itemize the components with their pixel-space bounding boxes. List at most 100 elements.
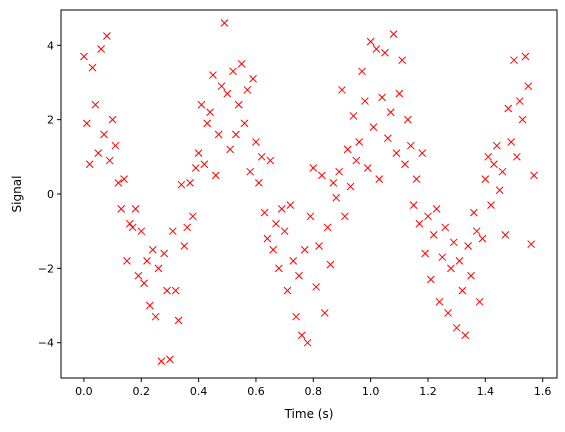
data-point [91,100,100,109]
data-point [392,149,401,157]
data-point [315,242,323,250]
data-point [229,67,237,76]
data-point [455,257,464,265]
data-point [272,219,280,228]
x-tick-label: 1.0 [362,385,380,398]
data-point [252,138,260,146]
data-point [168,227,177,236]
data-point [148,245,157,254]
data-point [478,234,487,243]
data-point [343,145,352,154]
data-point [246,167,255,176]
data-point [340,212,349,221]
data-point [461,331,470,340]
data-point [369,123,378,131]
data-point [171,286,180,295]
data-point [386,108,395,117]
data-point [174,316,183,325]
data-point [438,253,447,262]
data-point [234,100,243,109]
data-point [303,338,312,347]
data-point [309,164,318,172]
data-point [217,82,226,91]
data-point [160,249,169,258]
data-point [398,56,407,65]
data-point [429,231,438,239]
x-tick-label: 0.4 [190,385,208,398]
data-point [183,223,192,232]
data-point [352,156,361,165]
data-point [452,323,461,332]
data-point [349,112,358,120]
data-point [120,175,128,183]
data-point [470,208,478,217]
data-point [286,201,295,210]
data-point [530,171,538,180]
data-point [335,167,343,176]
data-point [432,205,441,213]
data-point [375,175,384,183]
data-point [389,30,398,39]
data-point [137,227,146,236]
data-point [475,297,484,306]
data-point [220,19,229,27]
data-point [332,193,341,202]
data-point [358,67,366,76]
data-point [125,219,134,228]
data-point [418,149,427,157]
data-point [441,223,450,232]
data-point [421,249,429,258]
data-point [363,164,372,172]
y-axis-label: Signal [10,176,24,213]
data-point [295,271,303,280]
data-point [306,212,315,221]
x-tick-label: 1.6 [534,385,552,398]
data-point [123,257,131,265]
data-point [355,138,364,146]
data-point [435,297,444,306]
data-point [458,286,467,295]
data-point [472,227,481,236]
data-point [326,260,335,269]
data-point [283,286,292,295]
data-point [504,104,513,113]
data-point [378,93,386,102]
data-point [338,86,346,94]
data-point [404,115,412,124]
data-point [361,97,369,105]
data-point [157,357,166,366]
data-point [527,240,536,249]
data-point [166,355,174,364]
data-point [406,141,415,150]
data-point [481,175,490,183]
data-point [223,89,232,98]
data-point [449,238,458,247]
x-tick-label: 0.0 [75,385,93,398]
data-point [501,231,510,239]
data-point [412,175,421,183]
data-point [467,271,475,280]
data-point [312,283,321,291]
data-point [80,52,88,61]
data-point [521,52,530,61]
data-point [177,180,186,189]
x-axis-label: Time (s) [284,407,334,421]
data-point [280,227,289,236]
data-point [383,134,392,143]
data-point [426,275,435,284]
y-tick-label: −4 [38,337,54,350]
data-point [114,178,123,187]
data-point [297,331,306,340]
data-point [263,234,272,243]
data-point [260,208,269,217]
data-point [320,309,329,317]
data-point [292,312,300,321]
data-point [232,130,240,139]
data-point [197,100,206,109]
data-point [415,219,424,228]
data-point [191,164,200,172]
data-point [257,152,266,161]
data-point [189,212,197,221]
data-point [100,130,108,139]
data-point [146,301,154,310]
